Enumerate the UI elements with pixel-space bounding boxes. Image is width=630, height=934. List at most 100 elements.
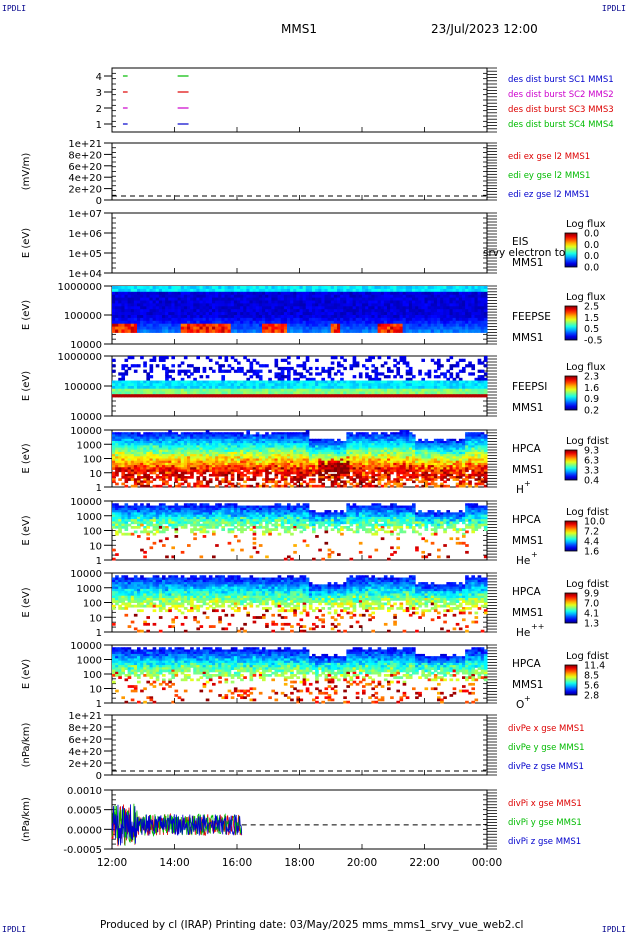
heatmap-cell — [140, 391, 144, 395]
heatmap-cell — [112, 460, 116, 464]
heatmap-cell — [377, 317, 382, 322]
heatmap-cell — [468, 372, 472, 376]
heatmap-cell — [318, 462, 322, 466]
heatmap-cell — [246, 434, 251, 438]
heatmap-cell — [265, 288, 269, 293]
heatmap-cell — [387, 297, 391, 301]
heatmap-cell — [302, 449, 307, 453]
heatmap-cell — [290, 436, 294, 440]
heatmap-cell — [218, 291, 222, 296]
heatmap-cell — [290, 462, 294, 466]
heatmap-cell — [199, 451, 204, 455]
heatmap-cell — [321, 454, 326, 457]
heatmap-cell — [349, 364, 354, 368]
heatmap-cell — [293, 294, 297, 299]
heatmap-cell — [296, 372, 301, 376]
heatmap-cell — [418, 329, 422, 333]
heatmap-cell — [352, 329, 357, 333]
heatmap-cell — [390, 383, 394, 387]
heatmap-cell — [224, 300, 229, 304]
heatmap-cell — [140, 288, 144, 293]
heatmap-cell — [190, 451, 194, 455]
heatmap-cell — [140, 286, 144, 290]
heatmap-cell — [302, 473, 307, 477]
heatmap-cell — [402, 391, 407, 395]
heatmap-cell — [249, 380, 254, 384]
heatmap-cell — [140, 317, 144, 322]
heatmap-cell — [433, 394, 438, 398]
heatmap-cell — [221, 438, 226, 442]
heatmap-cell — [215, 394, 219, 398]
heatmap-cell — [462, 326, 466, 330]
heatmap-cell — [152, 326, 157, 330]
heatmap-cell — [302, 383, 307, 387]
heatmap-cell — [137, 288, 141, 293]
heatmap-cell — [115, 454, 119, 457]
heatmap-cell — [271, 458, 276, 462]
heatmap-cell — [396, 323, 401, 328]
heatmap-cell — [305, 329, 310, 333]
heatmap-cell — [221, 465, 226, 468]
heatmap-cell — [274, 451, 279, 455]
heatmap-cell — [383, 291, 388, 296]
heatmap-cell — [180, 432, 185, 435]
heatmap-cell — [333, 356, 338, 360]
heatmap-cell — [390, 288, 394, 293]
heatmap-cell — [462, 320, 466, 325]
heatmap-cell — [158, 386, 163, 390]
heatmap-cell — [299, 286, 304, 290]
heatmap-cell — [402, 383, 407, 387]
heatmap-cell — [212, 388, 216, 392]
heatmap-cell — [296, 320, 301, 325]
heatmap-cell — [465, 364, 469, 368]
heatmap-cell — [190, 438, 194, 442]
colorbar-title: Log fdist — [566, 436, 609, 447]
heatmap-cell — [255, 309, 260, 313]
heatmap-cell — [330, 294, 335, 299]
heatmap-cell — [162, 297, 166, 301]
heatmap-cell — [368, 300, 372, 304]
heatmap-cell — [252, 388, 257, 392]
heatmap-cell — [352, 380, 357, 384]
heatmap-cell — [180, 438, 185, 442]
heatmap-cell — [171, 297, 176, 301]
heatmap-cell — [180, 445, 185, 449]
heatmap-cell — [458, 329, 463, 333]
heatmap-cell — [330, 315, 335, 319]
heatmap-cell — [174, 469, 179, 473]
heatmap-cell — [230, 380, 235, 384]
heatmap-cell — [227, 460, 232, 464]
heatmap-cell — [146, 372, 151, 376]
heatmap-cell — [171, 317, 176, 322]
heatmap-cell — [302, 445, 307, 449]
heatmap-cell — [446, 320, 451, 325]
heatmap-cell — [233, 315, 238, 319]
heatmap-cell — [162, 454, 166, 457]
heatmap-cell — [399, 317, 404, 322]
heatmap-cell — [330, 440, 335, 444]
heatmap-cell — [365, 323, 369, 328]
heatmap-cell — [240, 467, 244, 470]
heatmap-cell — [308, 484, 313, 488]
heatmap-cell — [287, 447, 291, 451]
heatmap-cell — [452, 303, 457, 307]
heatmap-cell — [283, 300, 288, 304]
heatmap-cell — [362, 388, 366, 392]
heatmap-cell — [243, 288, 247, 293]
heatmap-cell — [240, 317, 244, 322]
heatmap-cell — [358, 329, 363, 333]
heatmap-cell — [343, 315, 347, 319]
heatmap-cell — [183, 447, 188, 451]
heatmap-cell — [190, 476, 194, 479]
heatmap-cell — [133, 440, 138, 444]
heatmap-cell — [174, 383, 179, 387]
heatmap-cell — [183, 438, 188, 442]
heatmap-cell — [158, 300, 163, 304]
heatmap-cell — [305, 306, 310, 310]
heatmap-cell — [424, 306, 429, 310]
heatmap-cell — [208, 358, 213, 362]
heatmap-cell — [143, 317, 147, 322]
heatmap-cell — [387, 383, 391, 387]
heatmap-cell — [333, 456, 338, 459]
heatmap-cell — [227, 306, 232, 310]
